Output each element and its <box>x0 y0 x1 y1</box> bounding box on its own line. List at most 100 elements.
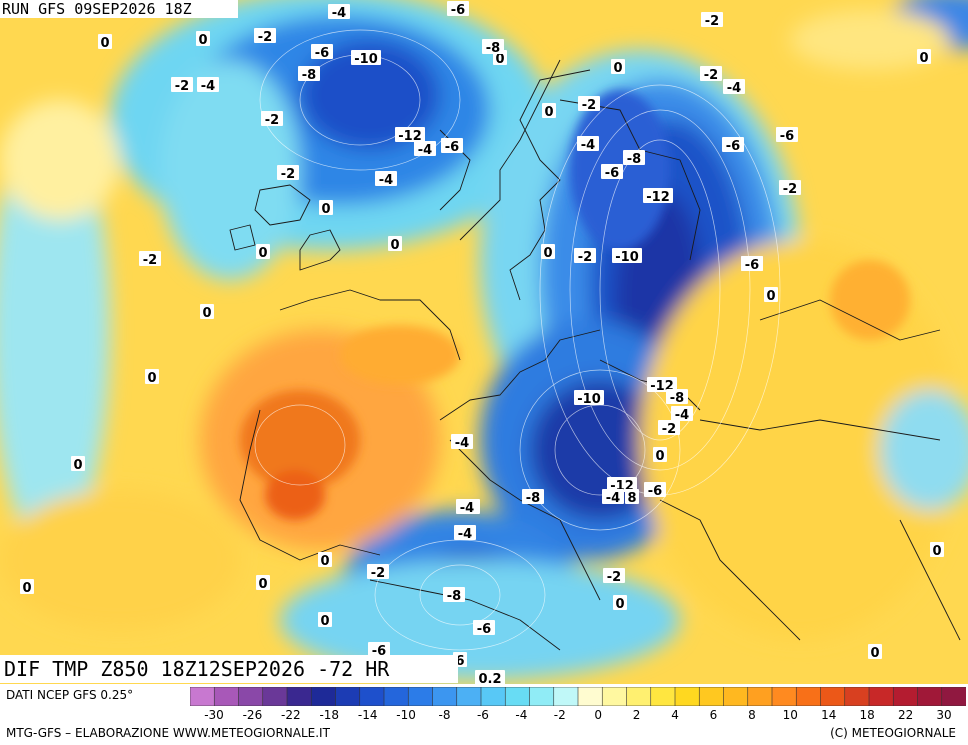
contour-label: -4 <box>577 136 599 153</box>
contour-label: -6 <box>776 127 798 144</box>
contour-label: -8 <box>298 66 320 83</box>
contour-label: 0 <box>20 579 34 596</box>
svg-text:-10: -10 <box>354 52 378 67</box>
color-scale-swatch <box>359 687 385 706</box>
svg-text:0: 0 <box>22 581 31 596</box>
svg-text:-4: -4 <box>201 79 215 94</box>
svg-text:0: 0 <box>919 51 928 66</box>
svg-text:-2: -2 <box>704 68 718 83</box>
svg-text:0: 0 <box>147 371 156 386</box>
svg-text:-2: -2 <box>705 14 719 29</box>
contour-label: -4 <box>197 77 219 94</box>
svg-text:0: 0 <box>202 306 211 321</box>
color-scale-swatch <box>577 687 604 706</box>
color-scale-swatch <box>553 687 579 706</box>
contour-label: -4 <box>414 141 436 158</box>
contour-label: -4 <box>375 171 397 188</box>
color-scale-swatch <box>286 687 313 706</box>
contour-label: -2 <box>574 248 596 265</box>
contour-label: 0 <box>145 369 159 386</box>
color-scale-tick: 30 <box>936 708 952 722</box>
color-scale-swatch <box>892 687 919 706</box>
contour-label: -8 <box>666 389 688 406</box>
color-scale-swatch <box>626 687 652 706</box>
temperature-anomaly-map: 0-2 -4-6-8-10-12-4 -6-200-2-4 -6-8-2 -4000-2… <box>0 0 968 684</box>
color-scale-tick: -22 <box>281 708 301 722</box>
footer-credit: MTG-GFS – ELABORAZIONE WWW.METEOGIORNALE… <box>6 726 330 740</box>
svg-text:-4: -4 <box>727 81 741 96</box>
color-scale-tick: -2 <box>553 708 566 722</box>
contour-label: -2 <box>603 568 625 585</box>
color-scale-swatch <box>407 687 434 706</box>
contour-label: -4 <box>456 499 478 516</box>
contour-label: -2 <box>171 77 193 94</box>
color-scale-swatch <box>820 687 846 706</box>
contour-label: -2 <box>578 96 600 113</box>
svg-text:-4: -4 <box>379 173 393 188</box>
contour-label: -2 <box>367 564 389 581</box>
color-scale-tick: -30 <box>204 708 224 722</box>
svg-text:0: 0 <box>932 544 941 559</box>
contour-label: 0 <box>613 595 627 612</box>
svg-text:-10: -10 <box>577 392 601 407</box>
svg-text:-6: -6 <box>477 622 491 637</box>
svg-text:-6: -6 <box>648 484 662 499</box>
svg-text:-2: -2 <box>265 113 279 128</box>
color-scale-swatch <box>310 687 337 706</box>
color-scale-tick: 18 <box>859 708 875 722</box>
color-scale-swatch <box>747 687 773 706</box>
svg-text:-8: -8 <box>670 391 684 406</box>
svg-text:0: 0 <box>258 577 267 592</box>
svg-text:0: 0 <box>495 52 504 67</box>
color-scale-swatch <box>238 687 264 706</box>
contour-label: -6 <box>741 256 763 273</box>
svg-text:0: 0 <box>320 614 329 629</box>
color-scale-tick: 10 <box>782 708 798 722</box>
svg-text:-2: -2 <box>258 30 272 45</box>
contour-label: -2 <box>700 66 722 83</box>
contour-label: 0 <box>71 456 85 473</box>
svg-text:-2: -2 <box>582 98 596 113</box>
svg-text:-6: -6 <box>745 258 759 273</box>
contour-label: 0 <box>318 552 332 569</box>
contour-label: 0 <box>653 447 667 464</box>
svg-text:-6: -6 <box>780 129 794 144</box>
svg-text:-2: -2 <box>143 253 157 268</box>
color-scale-tick: 4 <box>671 708 679 722</box>
color-scale-swatch <box>723 687 749 706</box>
svg-text:0: 0 <box>655 449 664 464</box>
svg-text:-4: -4 <box>675 408 689 423</box>
svg-text:0: 0 <box>613 61 622 76</box>
color-scale-tick: 8 <box>748 708 756 722</box>
contour-label: 0 <box>917 49 931 66</box>
color-scale-swatch <box>917 687 943 706</box>
svg-text:0: 0 <box>100 36 109 51</box>
svg-text:0: 0 <box>198 33 207 48</box>
svg-text:0: 0 <box>321 202 330 217</box>
color-scale-tick: -4 <box>515 708 528 722</box>
color-scale-swatch <box>771 687 798 706</box>
contour-label: -4 <box>602 489 624 506</box>
contour-label: -10 <box>612 248 642 265</box>
color-scale-tick: -26 <box>242 708 263 722</box>
color-scale-tick: -14 <box>357 708 378 722</box>
contour-label: 0 <box>200 304 214 321</box>
svg-text:-4: -4 <box>332 6 346 21</box>
color-scale-bar <box>190 687 966 706</box>
svg-text:6: 6 <box>455 654 464 669</box>
svg-text:0: 0 <box>320 554 329 569</box>
contour-label: -6 <box>311 44 333 61</box>
contour-label: -4 <box>451 434 473 451</box>
svg-text:-8: -8 <box>302 68 316 83</box>
run-title: RUN GFS 09SEP2026 18Z <box>0 0 238 18</box>
contour-label: -2 <box>658 420 680 437</box>
color-scale-tick: 0 <box>594 708 603 722</box>
svg-text:-6: -6 <box>315 46 329 61</box>
svg-text:0: 0 <box>543 246 552 261</box>
contour-label: -2 <box>139 251 161 268</box>
color-scale-tick: 14 <box>821 708 837 722</box>
svg-text:-2: -2 <box>371 566 385 581</box>
contour-label: 0 <box>388 236 402 253</box>
contour-label: 8 <box>625 489 639 506</box>
color-scale-swatch <box>941 687 966 706</box>
